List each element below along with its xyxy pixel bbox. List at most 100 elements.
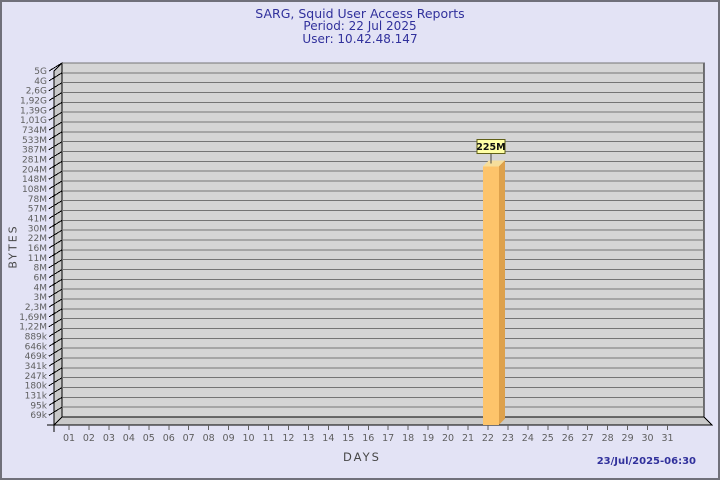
- y-tick: [48, 210, 63, 219]
- y-tick-label: 131k: [25, 392, 48, 402]
- y-tick: [48, 151, 63, 160]
- y-tick-label: 469k: [25, 352, 48, 362]
- bar-side-face: [498, 160, 505, 426]
- x-tick-label: 28: [602, 433, 614, 444]
- x-tick-label: 01: [63, 433, 75, 444]
- x-tick-label: 22: [482, 433, 494, 444]
- y-tick-label: 1,69M: [19, 313, 47, 323]
- y-tick-label: 22M: [28, 234, 47, 244]
- chart-title: SARG, Squid User Access Reports: [255, 6, 465, 21]
- x-tick-label: 10: [243, 433, 255, 444]
- y-tick-label: 1,01G: [20, 116, 47, 126]
- y-tick: [48, 377, 63, 387]
- x-tick-label: 17: [382, 433, 394, 444]
- y-tick: [48, 298, 63, 308]
- y-tick-label: 41M: [28, 215, 47, 225]
- y-tick-label: 281M: [22, 156, 47, 166]
- x-tick-label: 09: [223, 433, 235, 444]
- y-axis-title: BYTES: [6, 224, 20, 269]
- x-tick-label: 05: [143, 433, 155, 444]
- y-tick: [48, 249, 63, 259]
- y-tick: [48, 82, 63, 92]
- y-tick-label: 1,92G: [20, 97, 47, 107]
- x-tick-label: 14: [322, 433, 334, 444]
- y-tick-label: 646k: [25, 342, 48, 352]
- y-tick-label: 30M: [28, 224, 47, 234]
- y-tick: [48, 347, 63, 357]
- y-tick-label: 6M: [34, 274, 48, 284]
- y-tick: [48, 239, 63, 249]
- y-tick-label: 889k: [25, 333, 48, 343]
- y-tick: [48, 406, 63, 416]
- y-tick-label: 533M: [22, 136, 47, 146]
- x-tick-label: 31: [661, 433, 673, 444]
- y-tick: [48, 337, 63, 347]
- y-tick-label: 2,3M: [25, 303, 47, 313]
- y-tick: [48, 190, 63, 200]
- x-tick-label: 24: [522, 433, 534, 444]
- y-tick: [48, 278, 63, 288]
- y-tick-label: 341k: [25, 362, 48, 372]
- y-tick: [48, 92, 63, 101]
- x-tick-label: 27: [582, 433, 594, 444]
- y-tick-label: 95k: [30, 401, 47, 411]
- y-tick: [48, 170, 63, 180]
- y-tick-label: 8M: [34, 264, 48, 274]
- x-tick-label: 16: [362, 433, 374, 444]
- y-tick-label: 2,6G: [26, 87, 47, 97]
- y-tick: [48, 318, 63, 328]
- x-tick-label: 26: [562, 433, 574, 444]
- y-tick: [48, 200, 63, 210]
- x-tick-label: 13: [302, 433, 314, 444]
- y-tick: [48, 367, 63, 377]
- chart-header: SARG, Squid User Access Reports Period: …: [2, 7, 718, 46]
- y-tick: [48, 328, 63, 337]
- y-tick-label: 3M: [34, 293, 48, 303]
- y-tick-label: 69k: [30, 411, 47, 421]
- x-tick-label: 21: [462, 433, 474, 444]
- y-tick: [48, 219, 63, 229]
- y-tick: [48, 357, 63, 367]
- y-tick-label: 4G: [34, 77, 47, 87]
- y-tick-label: 387M: [22, 146, 47, 156]
- y-tick: [48, 396, 63, 406]
- x-tick-label: 23: [502, 433, 514, 444]
- y-tick-label: 204M: [22, 165, 47, 175]
- x-tick-label: 03: [103, 433, 115, 444]
- y-tick-label: 11M: [28, 254, 47, 264]
- annotation-box: [476, 138, 506, 154]
- chart-period: Period: 22 Jul 2025: [303, 19, 417, 33]
- y-tick-label: 247k: [25, 372, 48, 382]
- timestamp: 23/Jul/2025-06:30: [596, 456, 696, 467]
- y-tick-label: 148M: [22, 175, 47, 185]
- x-tick-label: 08: [203, 433, 215, 444]
- x-tick-label: 11: [262, 433, 274, 444]
- y-tick: [48, 111, 63, 121]
- y-tick: [48, 160, 63, 170]
- y-tick: [48, 387, 63, 396]
- x-tick-label: 02: [83, 433, 95, 444]
- y-tick: [48, 72, 63, 82]
- bar-top-face: [482, 160, 505, 167]
- y-tick-label: 1,39G: [20, 106, 47, 116]
- y-tick-label: 78M: [28, 195, 47, 205]
- y-tick: [48, 101, 63, 111]
- chart-user: User: 10.42.48.147: [302, 32, 418, 46]
- y-tick-label: 5G: [34, 67, 47, 77]
- x-axis-title: DAYS: [343, 450, 381, 464]
- x-tick-label: 20: [442, 433, 454, 444]
- y-tick: [48, 141, 63, 151]
- y-tick-label: 57M: [28, 205, 47, 215]
- floor: [52, 416, 714, 426]
- y-tick-label: 1,22M: [19, 323, 47, 333]
- y-tick: [48, 229, 63, 239]
- y-tick: [48, 269, 63, 278]
- y-tick: [48, 288, 63, 298]
- x-tick-label: 15: [342, 433, 354, 444]
- y-tick: [48, 259, 63, 269]
- y-tick: [48, 308, 63, 318]
- y-tick: [48, 121, 63, 131]
- y-tick-label: 4M: [34, 283, 48, 293]
